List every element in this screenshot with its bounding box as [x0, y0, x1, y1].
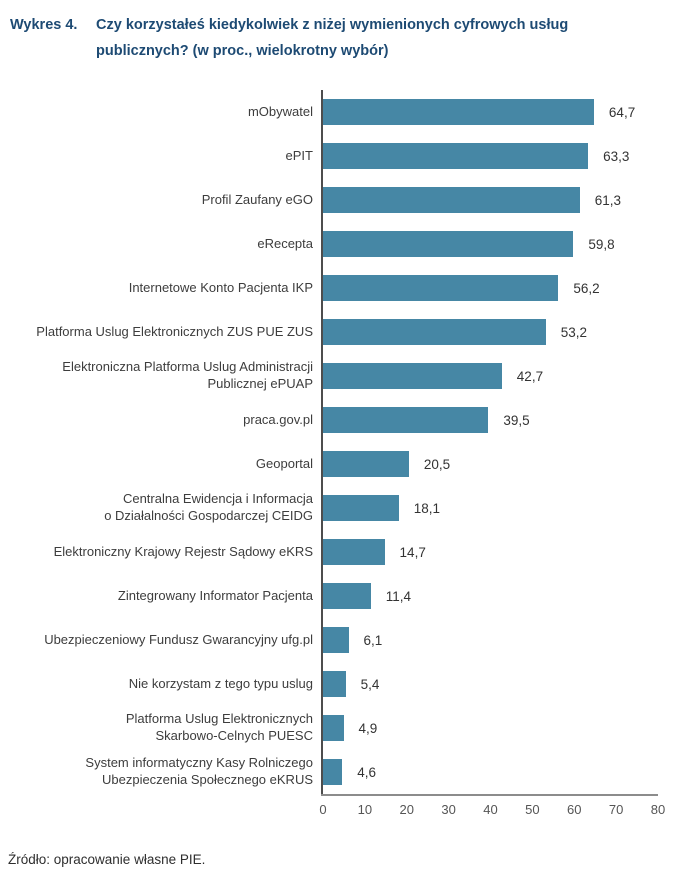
bar-track: 20,5: [321, 442, 658, 487]
bar-track: 39,5: [321, 398, 658, 443]
bar-row: Internetowe Konto Pacjenta IKP 56,2: [8, 266, 692, 311]
bar-track: 5,4: [321, 662, 658, 707]
bar: [323, 143, 589, 170]
bar-row: Centralna Ewidencja i Informacja o Dział…: [8, 486, 692, 531]
category-label: praca.gov.pl: [243, 411, 313, 427]
bar-row: Profil Zaufany eGO 61,3: [8, 178, 692, 223]
bar: [323, 627, 349, 654]
bar-chart: mObywatel 64,7 ePIT 63,3 Profil Zaufany eGO 6…: [8, 90, 692, 795]
x-tick-label: 40: [483, 802, 498, 818]
category-label: Platforma Uslug Elektronicznych ZUS PUE …: [36, 323, 313, 339]
chart-title-line1: Czy korzystałeś kiedykolwiek z niżej wym…: [96, 17, 569, 33]
bar-track: 59,8: [321, 222, 658, 267]
x-tick-label: 80: [650, 802, 666, 818]
bar-row: Platforma Uslug Elektronicznych Skarbowo…: [8, 706, 692, 751]
category-label: Nie korzystam z tego typu uslug: [128, 675, 313, 691]
x-axis-line: [321, 794, 658, 797]
bar-track: 14,7: [321, 530, 658, 575]
bar-row: System informatyczny Kasy Rolniczego Ube…: [8, 750, 692, 795]
bar-row: Platforma Uslug Elektronicznych ZUS PUE …: [8, 310, 692, 355]
bar-track: 6,1: [321, 618, 658, 663]
bar-track: 61,3: [321, 178, 658, 223]
bar-track: 63,3: [321, 134, 658, 179]
chart-number-label: Wykres 4.: [10, 17, 78, 33]
bar: [323, 231, 574, 258]
bar-row: Nie korzystam z tego typu uslug 5,4: [8, 662, 692, 707]
bar-track: 53,2: [321, 310, 658, 355]
category-label: ePIT: [285, 147, 313, 163]
value-label: 42,7: [516, 368, 544, 384]
bar: [323, 363, 502, 390]
x-tick-label: 50: [525, 802, 540, 818]
category-label: System informatyczny Kasy Rolniczego Ube…: [85, 755, 313, 788]
bar-row: Geoportal 20,5: [8, 442, 692, 487]
bar-track: 4,6: [321, 750, 658, 795]
value-label: 20,5: [423, 456, 451, 472]
value-label: 18,1: [413, 500, 441, 516]
value-label: 5,4: [360, 676, 380, 692]
bar-track: 56,2: [321, 266, 658, 311]
bar: [323, 319, 546, 346]
bar-row: Elektroniczna Platforma Uslug Administra…: [8, 354, 692, 399]
chart-title: Wykres 4. Czy korzystałeś kiedykolwiek z…: [0, 0, 692, 64]
bar: [323, 671, 346, 698]
x-tick-label: 20: [399, 802, 414, 818]
bar-row: Zintegrowany Informator Pacjenta 11,4: [8, 574, 692, 619]
category-label: Elektroniczna Platforma Uslug Administra…: [62, 359, 313, 392]
chart-title-line2: publicznych? (w proc., wielokrotny wybór…: [96, 43, 389, 60]
bar-row: eRecepta 59,8: [8, 222, 692, 267]
bar: [323, 451, 409, 478]
value-label: 14,7: [399, 544, 426, 560]
category-label: mObywatel: [247, 103, 313, 119]
bar: [323, 759, 343, 786]
bar: [323, 275, 559, 302]
value-label: 53,2: [560, 324, 588, 340]
value-label: 4,6: [357, 764, 377, 780]
bar: [323, 187, 580, 214]
bar-track: 42,7: [321, 354, 658, 399]
category-label: Centralna Ewidencja i Informacja o Dział…: [104, 491, 313, 524]
value-label: 56,2: [573, 280, 600, 296]
bar-track: 4,9: [321, 706, 658, 751]
bar: [323, 407, 489, 434]
x-tick-label: 0: [319, 802, 327, 818]
bar: [323, 715, 344, 742]
bar: [323, 495, 399, 522]
category-label: Elektroniczny Krajowy Rejestr Sądowy eKR…: [53, 543, 313, 559]
category-label: Ubezpieczeniowy Fundusz Gwarancyjny ufg.…: [44, 631, 313, 647]
bar-row: ePIT 63,3: [8, 134, 692, 179]
value-label: 4,9: [358, 720, 378, 736]
source-note: Źródło: opracowanie własne PIE.: [8, 852, 206, 868]
bar-row: Ubezpieczeniowy Fundusz Gwarancyjny ufg.…: [8, 618, 692, 663]
value-label: 39,5: [503, 412, 530, 428]
value-label: 64,7: [608, 104, 636, 120]
value-label: 63,3: [603, 148, 630, 164]
x-tick-label: 10: [357, 802, 373, 818]
x-tick-label: 70: [608, 802, 624, 818]
bar-row: Elektroniczny Krajowy Rejestr Sądowy eKR…: [8, 530, 692, 575]
category-label: Platforma Uslug Elektronicznych Skarbowo…: [125, 711, 313, 744]
x-axis-ticks: 0 10 20 30 40 50 60 70 80: [319, 796, 665, 820]
category-label: Zintegrowany Informator Pacjenta: [117, 587, 313, 603]
bar-row: praca.gov.pl 39,5: [8, 398, 692, 443]
value-label: 6,1: [363, 632, 383, 648]
value-label: 59,8: [588, 236, 615, 252]
value-label: 61,3: [594, 192, 621, 208]
x-tick-label: 60: [567, 802, 582, 818]
bar: [323, 99, 594, 126]
x-tick-label: 30: [441, 802, 456, 818]
bar-track: 18,1: [321, 486, 658, 531]
bar: [323, 583, 371, 610]
category-label: Geoportal: [255, 455, 313, 471]
category-label: Internetowe Konto Pacjenta IKP: [128, 279, 313, 295]
bar-track: 64,7: [321, 90, 658, 135]
chart-title-text: Czy korzystałeś kiedykolwiek z niżej wym…: [96, 12, 682, 64]
category-label: Profil Zaufany eGO: [201, 191, 313, 207]
category-label: eRecepta: [257, 235, 313, 251]
bar: [323, 539, 385, 566]
bar-row: mObywatel 64,7: [8, 90, 692, 135]
bar-track: 11,4: [321, 574, 658, 619]
value-label: 11,4: [385, 588, 412, 604]
